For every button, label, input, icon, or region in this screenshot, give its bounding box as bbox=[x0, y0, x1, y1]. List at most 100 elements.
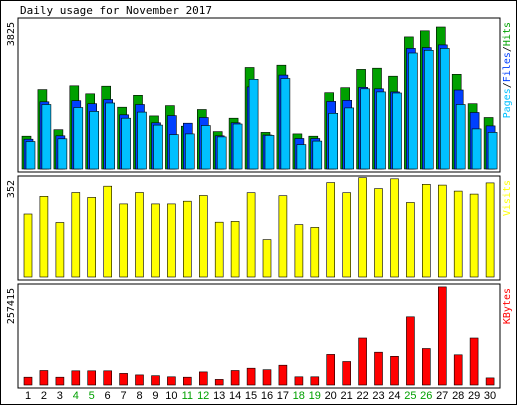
panel-visits: 352 Visits bbox=[6, 175, 513, 281]
bar-visits-day-10 bbox=[167, 203, 176, 278]
bar-visits-day-17 bbox=[278, 195, 288, 278]
bar-kbytes-day-2 bbox=[39, 370, 49, 386]
max-label: 3825 bbox=[6, 22, 17, 46]
day-label-2: 2 bbox=[41, 390, 47, 402]
day-label-15: 15 bbox=[245, 390, 257, 402]
bar-kbytes-day-28 bbox=[453, 354, 463, 386]
bar-pages-day-8 bbox=[137, 111, 147, 170]
day-label-29: 29 bbox=[468, 390, 480, 402]
panel-border bbox=[17, 175, 501, 281]
bar-kbytes-day-10 bbox=[167, 376, 176, 386]
bar-kbytes-day-20 bbox=[326, 354, 336, 386]
bar-kbytes-day-8 bbox=[135, 374, 144, 386]
day-label-17: 17 bbox=[277, 390, 289, 402]
day-label-9: 9 bbox=[152, 390, 158, 402]
legend-entry: Visits bbox=[502, 180, 513, 216]
panel-border bbox=[17, 283, 501, 389]
bar-visits-day-4 bbox=[71, 192, 81, 278]
panels-layer: 3825 Pages/Files/Hits 352 Visits 257415 KByte… bbox=[6, 17, 513, 389]
day-label-16: 16 bbox=[261, 390, 273, 402]
bar-pages-day-6 bbox=[105, 102, 115, 170]
bar-visits-day-8 bbox=[135, 192, 144, 278]
bar-visits-day-29 bbox=[469, 193, 479, 278]
day-label-12: 12 bbox=[197, 390, 209, 402]
bar-pages-day-3 bbox=[57, 138, 68, 170]
bar-kbytes-day-30 bbox=[485, 377, 495, 386]
bar-kbytes-day-15 bbox=[246, 367, 256, 386]
bar-kbytes-day-17 bbox=[278, 364, 288, 386]
day-label-5: 5 bbox=[89, 390, 95, 402]
bar-visits-day-7 bbox=[119, 203, 128, 278]
bar-visits-day-12 bbox=[199, 195, 208, 278]
bar-kbytes-day-6 bbox=[103, 370, 112, 386]
day-label-11: 11 bbox=[182, 390, 193, 402]
bar-kbytes-day-7 bbox=[119, 373, 128, 386]
legend-entry: Files bbox=[502, 52, 513, 82]
bar-visits-day-5 bbox=[87, 197, 96, 278]
day-label-25: 25 bbox=[404, 390, 416, 402]
bar-visits-day-18 bbox=[294, 224, 304, 278]
bar-visits-day-28 bbox=[453, 190, 463, 278]
day-label-22: 22 bbox=[356, 390, 368, 402]
bar-pages-day-26 bbox=[423, 49, 434, 170]
bar-pages-day-17 bbox=[280, 78, 291, 170]
day-labels: 1 2 3 4 5 6 7 8 9 10 11 12 13 14 15 16 17 18 19 20 21 22 23 24 2… bbox=[25, 390, 496, 402]
bar-visits-day-11 bbox=[183, 200, 192, 278]
bar-pages-day-7 bbox=[121, 117, 131, 170]
day-label-6: 6 bbox=[105, 390, 111, 402]
bar-pages-day-29 bbox=[471, 128, 482, 170]
legend-entry: / bbox=[502, 46, 513, 52]
bar-pages-day-10 bbox=[169, 134, 179, 170]
bar-pages-day-24 bbox=[392, 92, 402, 170]
day-label-23: 23 bbox=[372, 390, 384, 402]
bar-pages-day-23 bbox=[376, 91, 386, 170]
bar-visits-day-30 bbox=[485, 182, 495, 278]
bar-pages-day-4 bbox=[73, 107, 84, 170]
chart-title: Daily usage for November 2017 bbox=[20, 4, 212, 17]
bar-visits-day-22 bbox=[358, 177, 367, 278]
legend: Pages/Files/Hits bbox=[502, 22, 513, 118]
bar-visits-day-27 bbox=[437, 184, 447, 278]
bar-kbytes-day-27 bbox=[437, 286, 447, 386]
bar-kbytes-day-3 bbox=[55, 376, 65, 386]
bar-kbytes-day-9 bbox=[151, 375, 160, 386]
day-label-24: 24 bbox=[388, 390, 400, 402]
bar-pages-day-27 bbox=[439, 48, 450, 170]
bar-visits-day-24 bbox=[390, 178, 399, 278]
bar-kbytes-day-1 bbox=[23, 376, 33, 386]
legend-entry: Hits bbox=[502, 22, 513, 46]
day-label-7: 7 bbox=[121, 390, 127, 402]
legend-entry: KBytes bbox=[502, 288, 513, 324]
panel-kbytes: 257415 KBytes bbox=[6, 283, 513, 389]
bar-kbytes-day-21 bbox=[342, 361, 352, 386]
day-label-8: 8 bbox=[136, 390, 142, 402]
bar-visits-day-21 bbox=[342, 192, 352, 278]
bar-kbytes-day-22 bbox=[358, 337, 367, 386]
bar-pages-day-12 bbox=[201, 125, 211, 170]
legend: KBytes bbox=[502, 288, 513, 324]
bar-visits-day-9 bbox=[151, 203, 160, 278]
max-label: 352 bbox=[6, 180, 17, 198]
bar-visits-day-25 bbox=[406, 202, 415, 278]
bar-kbytes-day-5 bbox=[87, 370, 96, 386]
bar-pages-day-21 bbox=[344, 107, 355, 170]
bar-kbytes-day-25 bbox=[406, 316, 415, 386]
day-label-13: 13 bbox=[213, 390, 225, 402]
bar-pages-day-11 bbox=[185, 133, 195, 170]
bar-pages-day-13 bbox=[216, 136, 227, 170]
bar-pages-day-25 bbox=[408, 52, 418, 170]
bar-kbytes-day-18 bbox=[294, 376, 304, 386]
bar-pages-day-18 bbox=[296, 144, 307, 170]
day-label-28: 28 bbox=[452, 390, 464, 402]
legend-entry: / bbox=[502, 82, 513, 88]
bar-pages-day-30 bbox=[487, 132, 498, 170]
bar-pages-day-14 bbox=[232, 123, 243, 170]
bar-visits-day-19 bbox=[310, 227, 320, 278]
day-label-21: 21 bbox=[340, 390, 352, 402]
day-label-3: 3 bbox=[57, 390, 63, 402]
bar-kbytes-day-12 bbox=[199, 371, 208, 386]
bar-kbytes-day-24 bbox=[390, 355, 399, 386]
bar-kbytes-day-16 bbox=[262, 369, 272, 386]
bar-kbytes-day-14 bbox=[230, 370, 240, 386]
